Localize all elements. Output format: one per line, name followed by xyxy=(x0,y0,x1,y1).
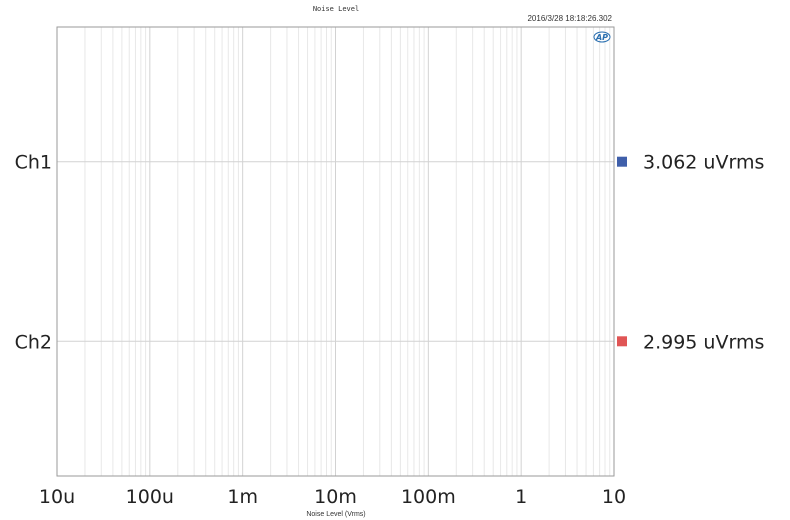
category-label-ch1: Ch1 xyxy=(15,152,52,174)
x-tick-label: 10u xyxy=(39,486,75,508)
ap-logo: AP xyxy=(593,31,611,43)
legend-marker-ch1 xyxy=(617,156,627,167)
x-tick-label: 1 xyxy=(515,486,527,508)
x-tick-label: 100m xyxy=(401,486,456,508)
x-tick-label: 100u xyxy=(126,486,174,508)
grid-layer xyxy=(57,27,614,476)
x-axis-label: Noise Level (Vrms) xyxy=(306,511,365,518)
chart-timestamp: 2016/3/28 18:18:26.302 xyxy=(527,14,612,23)
plot-area-border xyxy=(56,26,615,477)
x-tick-label: 10m xyxy=(314,486,357,508)
value-label-ch2: 2.995 uVrms xyxy=(643,331,764,353)
category-label-ch2: Ch2 xyxy=(15,331,52,353)
x-tick-layer: 10u 100u 1m 10m 100m 1 10 xyxy=(39,486,626,508)
value-label-ch1: 3.062 uVrms xyxy=(643,152,764,174)
x-tick-label: 1m xyxy=(227,486,258,508)
chart-title: Noise Level xyxy=(313,5,359,13)
x-tick-label: 10 xyxy=(602,486,626,508)
ap-logo-text: AP xyxy=(595,33,608,42)
category-layer: Ch1 3.062 uVrms Ch2 2.995 uVrms xyxy=(15,152,765,354)
legend-marker-ch2 xyxy=(617,336,627,347)
